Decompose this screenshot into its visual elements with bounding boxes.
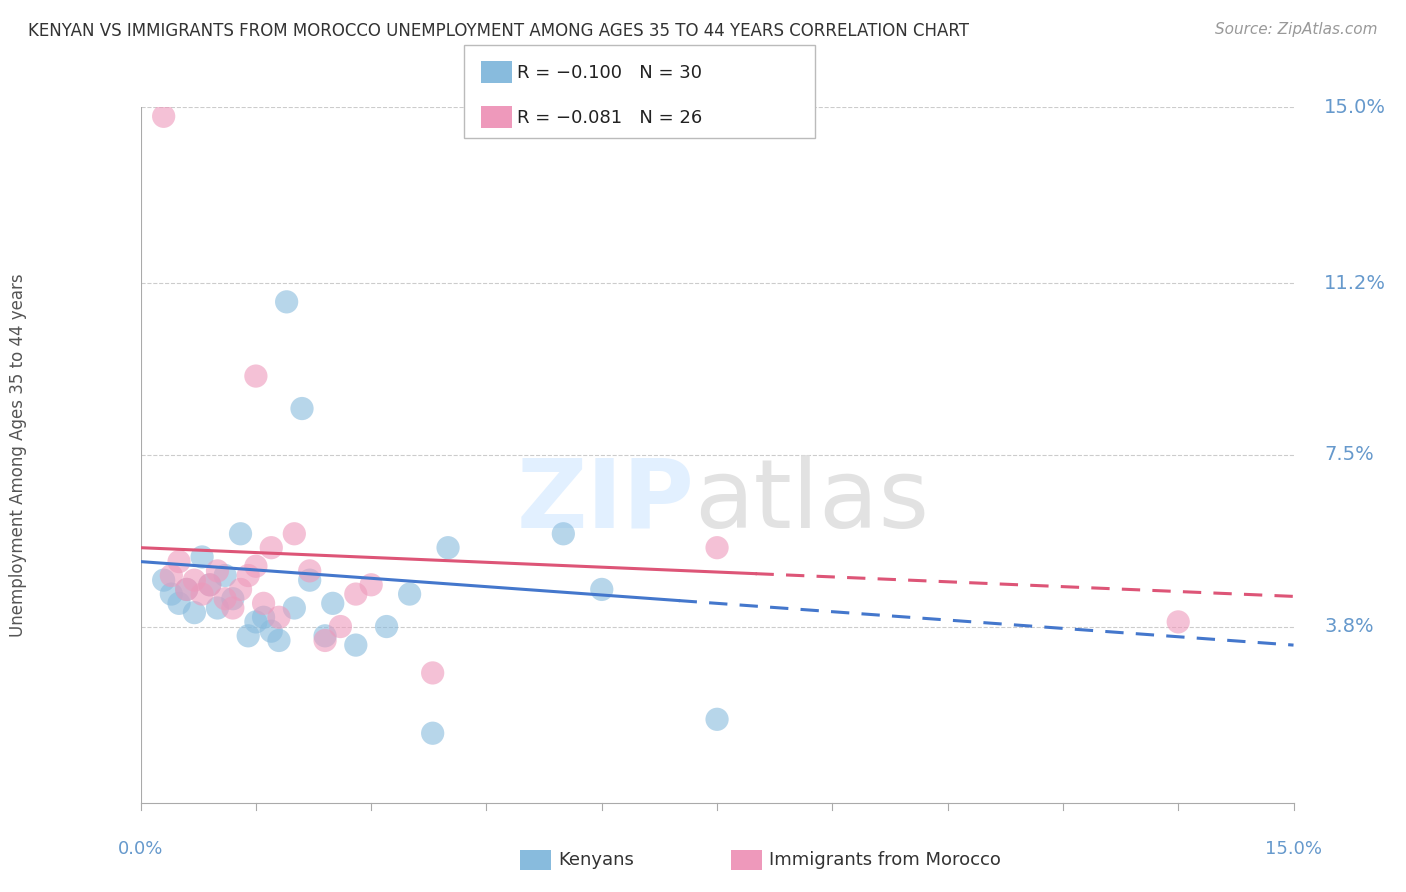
Point (322, 596, 344, 610)
Text: 11.2%: 11.2% (1324, 274, 1386, 293)
Text: Source: ZipAtlas.com: Source: ZipAtlas.com (1215, 22, 1378, 37)
Point (167, 596, 190, 610)
Point (706, 541, 728, 555)
Point (283, 601, 305, 615)
Point (198, 578, 221, 592)
Point (152, 109, 174, 123)
Point (267, 610, 290, 624)
Point (245, 369, 267, 384)
Point (229, 582, 252, 597)
Point (238, 629, 260, 643)
Point (207, 601, 229, 615)
Text: atlas: atlas (695, 455, 929, 548)
Point (291, 401, 314, 416)
Point (176, 582, 198, 597)
Point (229, 526, 252, 541)
Text: R = −0.081   N = 26: R = −0.081 N = 26 (517, 109, 703, 127)
Text: 0.0%: 0.0% (118, 840, 163, 858)
Point (422, 726, 444, 740)
Point (344, 587, 367, 601)
Point (245, 559, 267, 574)
Point (298, 573, 321, 587)
Point (252, 610, 274, 624)
Point (360, 578, 382, 592)
Text: Unemployment Among Ages 35 to 44 years: Unemployment Among Ages 35 to 44 years (8, 273, 27, 637)
Point (191, 549, 214, 564)
Text: 3.8%: 3.8% (1324, 617, 1374, 636)
Text: 15.0%: 15.0% (1324, 97, 1386, 117)
Text: KENYAN VS IMMIGRANTS FROM MOROCCO UNEMPLOYMENT AMONG AGES 35 TO 44 YEARS CORRELA: KENYAN VS IMMIGRANTS FROM MOROCCO UNEMPL… (28, 22, 969, 40)
Point (1167, 615, 1189, 629)
Text: Immigrants from Morocco: Immigrants from Morocco (769, 851, 1001, 869)
Point (314, 629, 336, 643)
Point (591, 582, 613, 597)
Point (176, 582, 198, 597)
Point (207, 564, 229, 578)
Point (267, 633, 290, 648)
Point (298, 564, 321, 578)
Point (198, 578, 221, 592)
Point (437, 541, 460, 555)
Point (260, 541, 283, 555)
Text: 7.5%: 7.5% (1324, 445, 1374, 465)
Point (238, 568, 260, 582)
Point (329, 619, 352, 633)
Point (260, 624, 283, 639)
Point (222, 601, 245, 615)
Point (314, 633, 336, 648)
Point (152, 573, 174, 587)
Point (276, 294, 298, 309)
Point (283, 526, 305, 541)
Point (245, 615, 267, 629)
Text: Kenyans: Kenyans (558, 851, 634, 869)
Text: ZIP: ZIP (516, 455, 695, 548)
Point (344, 638, 367, 652)
Point (222, 591, 245, 606)
Point (160, 568, 183, 582)
Text: 15.0%: 15.0% (1265, 840, 1322, 858)
Point (375, 619, 398, 633)
Point (214, 568, 236, 582)
Point (160, 587, 183, 601)
Point (553, 526, 575, 541)
Point (422, 665, 444, 680)
Point (398, 587, 420, 601)
Point (183, 573, 205, 587)
Point (167, 555, 190, 569)
Point (214, 591, 236, 606)
Text: R = −0.100   N = 30: R = −0.100 N = 30 (517, 63, 703, 82)
Point (252, 596, 274, 610)
Point (191, 587, 214, 601)
Point (183, 606, 205, 620)
Point (706, 712, 728, 726)
